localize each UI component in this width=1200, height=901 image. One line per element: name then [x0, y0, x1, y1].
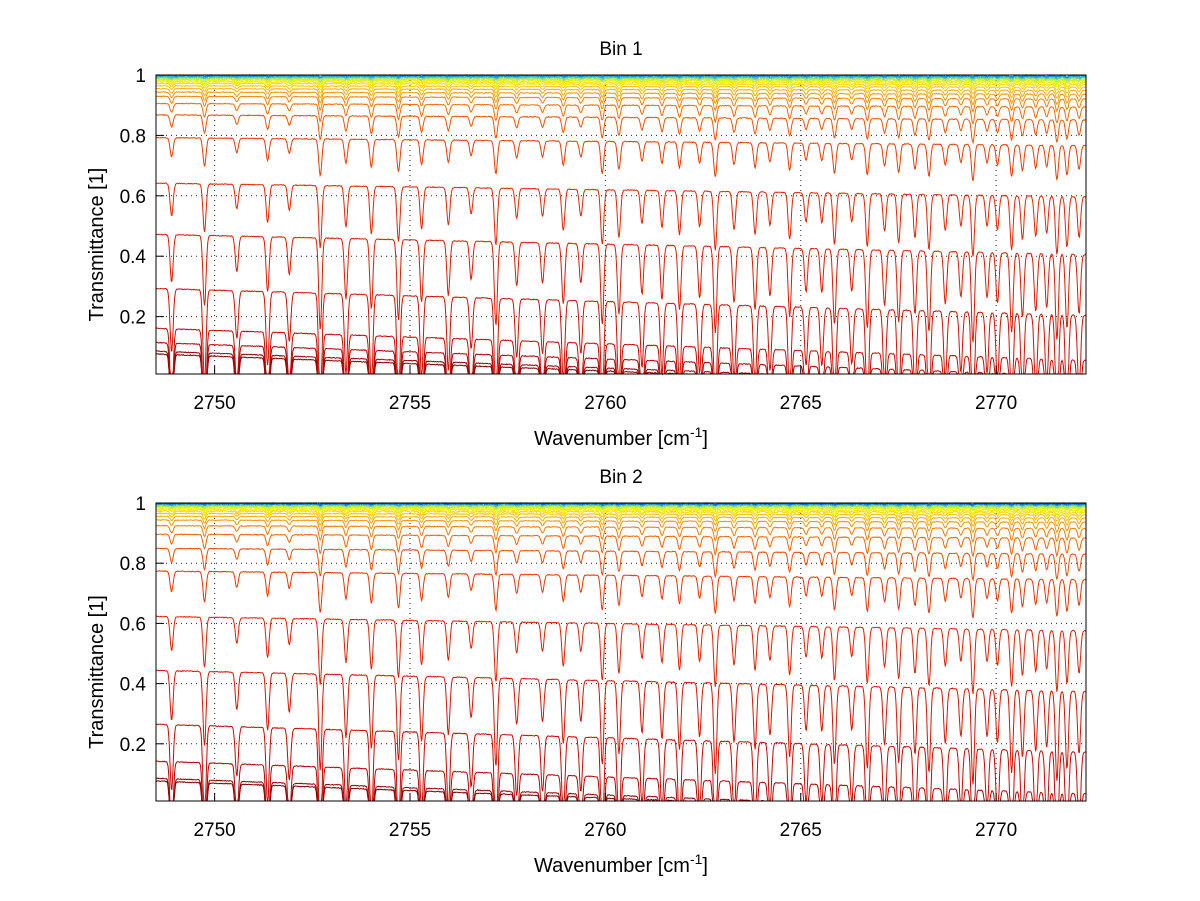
x-axis-label: Wavenumber [cm-1] — [534, 424, 708, 450]
x-tick-label: 2755 — [389, 393, 431, 414]
series-line-10 — [155, 102, 1087, 125]
y-tick-label: 0.8 — [120, 126, 146, 147]
y-tick-label: 1 — [135, 494, 146, 515]
y-tick-label: 1 — [135, 66, 146, 87]
plot-frame — [155, 502, 1087, 802]
y-axis-label: Transmittance [1] — [86, 168, 108, 322]
x-tick-label: 2760 — [584, 820, 626, 841]
subplot-2: 2750 2755 2760 2765 2770 0.2 0.4 0.6 0.8 1 Bin 2 Wa… — [86, 467, 1087, 877]
series-line-9 — [155, 113, 1087, 145]
series-line-17 — [155, 78, 1087, 86]
y-tick-label: 0.2 — [120, 308, 146, 329]
x-tick-label: 2750 — [193, 393, 235, 414]
x-tick-label: 2770 — [975, 393, 1017, 414]
x-axis-label: Wavenumber [cm-1] — [534, 851, 708, 877]
series-line-8 — [155, 136, 1087, 182]
series-line-6 — [155, 615, 1087, 694]
chart-title: Bin 1 — [599, 39, 642, 60]
plot-frame — [155, 74, 1087, 375]
x-tick-label: 2750 — [193, 820, 235, 841]
series-line-7 — [155, 570, 1087, 619]
y-tick-label: 0.2 — [120, 735, 146, 756]
series-line-5 — [155, 287, 1087, 376]
x-tick-label: 2755 — [389, 820, 431, 841]
x-tick-label: 2765 — [780, 393, 822, 414]
y-tick-label: 0.4 — [120, 675, 147, 696]
y-tick-label: 0.8 — [120, 554, 146, 575]
y-tick-label: 0.6 — [120, 187, 146, 208]
series-line-5 — [155, 669, 1087, 785]
series-line-13 — [155, 87, 1087, 100]
x-tick-label: 2770 — [975, 820, 1017, 841]
series-line-6 — [155, 233, 1087, 343]
x-tick-label: 2760 — [584, 393, 626, 414]
series-line-16 — [155, 79, 1086, 90]
x-tick-label: 2765 — [780, 820, 822, 841]
subplot-1: 2750 2755 2760 2765 2770 0.2 0.4 0.6 0.8 1 Bin 1 Wa… — [86, 39, 1087, 450]
series-line-22 — [155, 74, 1087, 80]
chart-title: Bin 2 — [599, 467, 642, 488]
series-line-16 — [156, 506, 1087, 514]
series-line-15 — [155, 82, 1087, 91]
series-line-11 — [155, 95, 1086, 113]
y-tick-label: 0.4 — [120, 247, 147, 268]
series-line-12 — [155, 91, 1087, 106]
series-line-15 — [155, 507, 1087, 517]
series-line-9 — [155, 533, 1087, 558]
series-line-10 — [155, 524, 1087, 543]
series-line-11 — [155, 519, 1087, 533]
series-line-13 — [155, 512, 1087, 523]
series-line-18 — [155, 504, 1087, 511]
series-line-12 — [155, 515, 1087, 527]
y-axis-label: Transmittance [1] — [86, 595, 108, 749]
series-line-8 — [155, 547, 1087, 582]
y-tick-label: 0.6 — [120, 614, 146, 635]
series-line-14 — [155, 84, 1087, 95]
series-line-14 — [155, 509, 1087, 520]
series-line-7 — [155, 182, 1087, 257]
series-line-4 — [156, 723, 1087, 802]
